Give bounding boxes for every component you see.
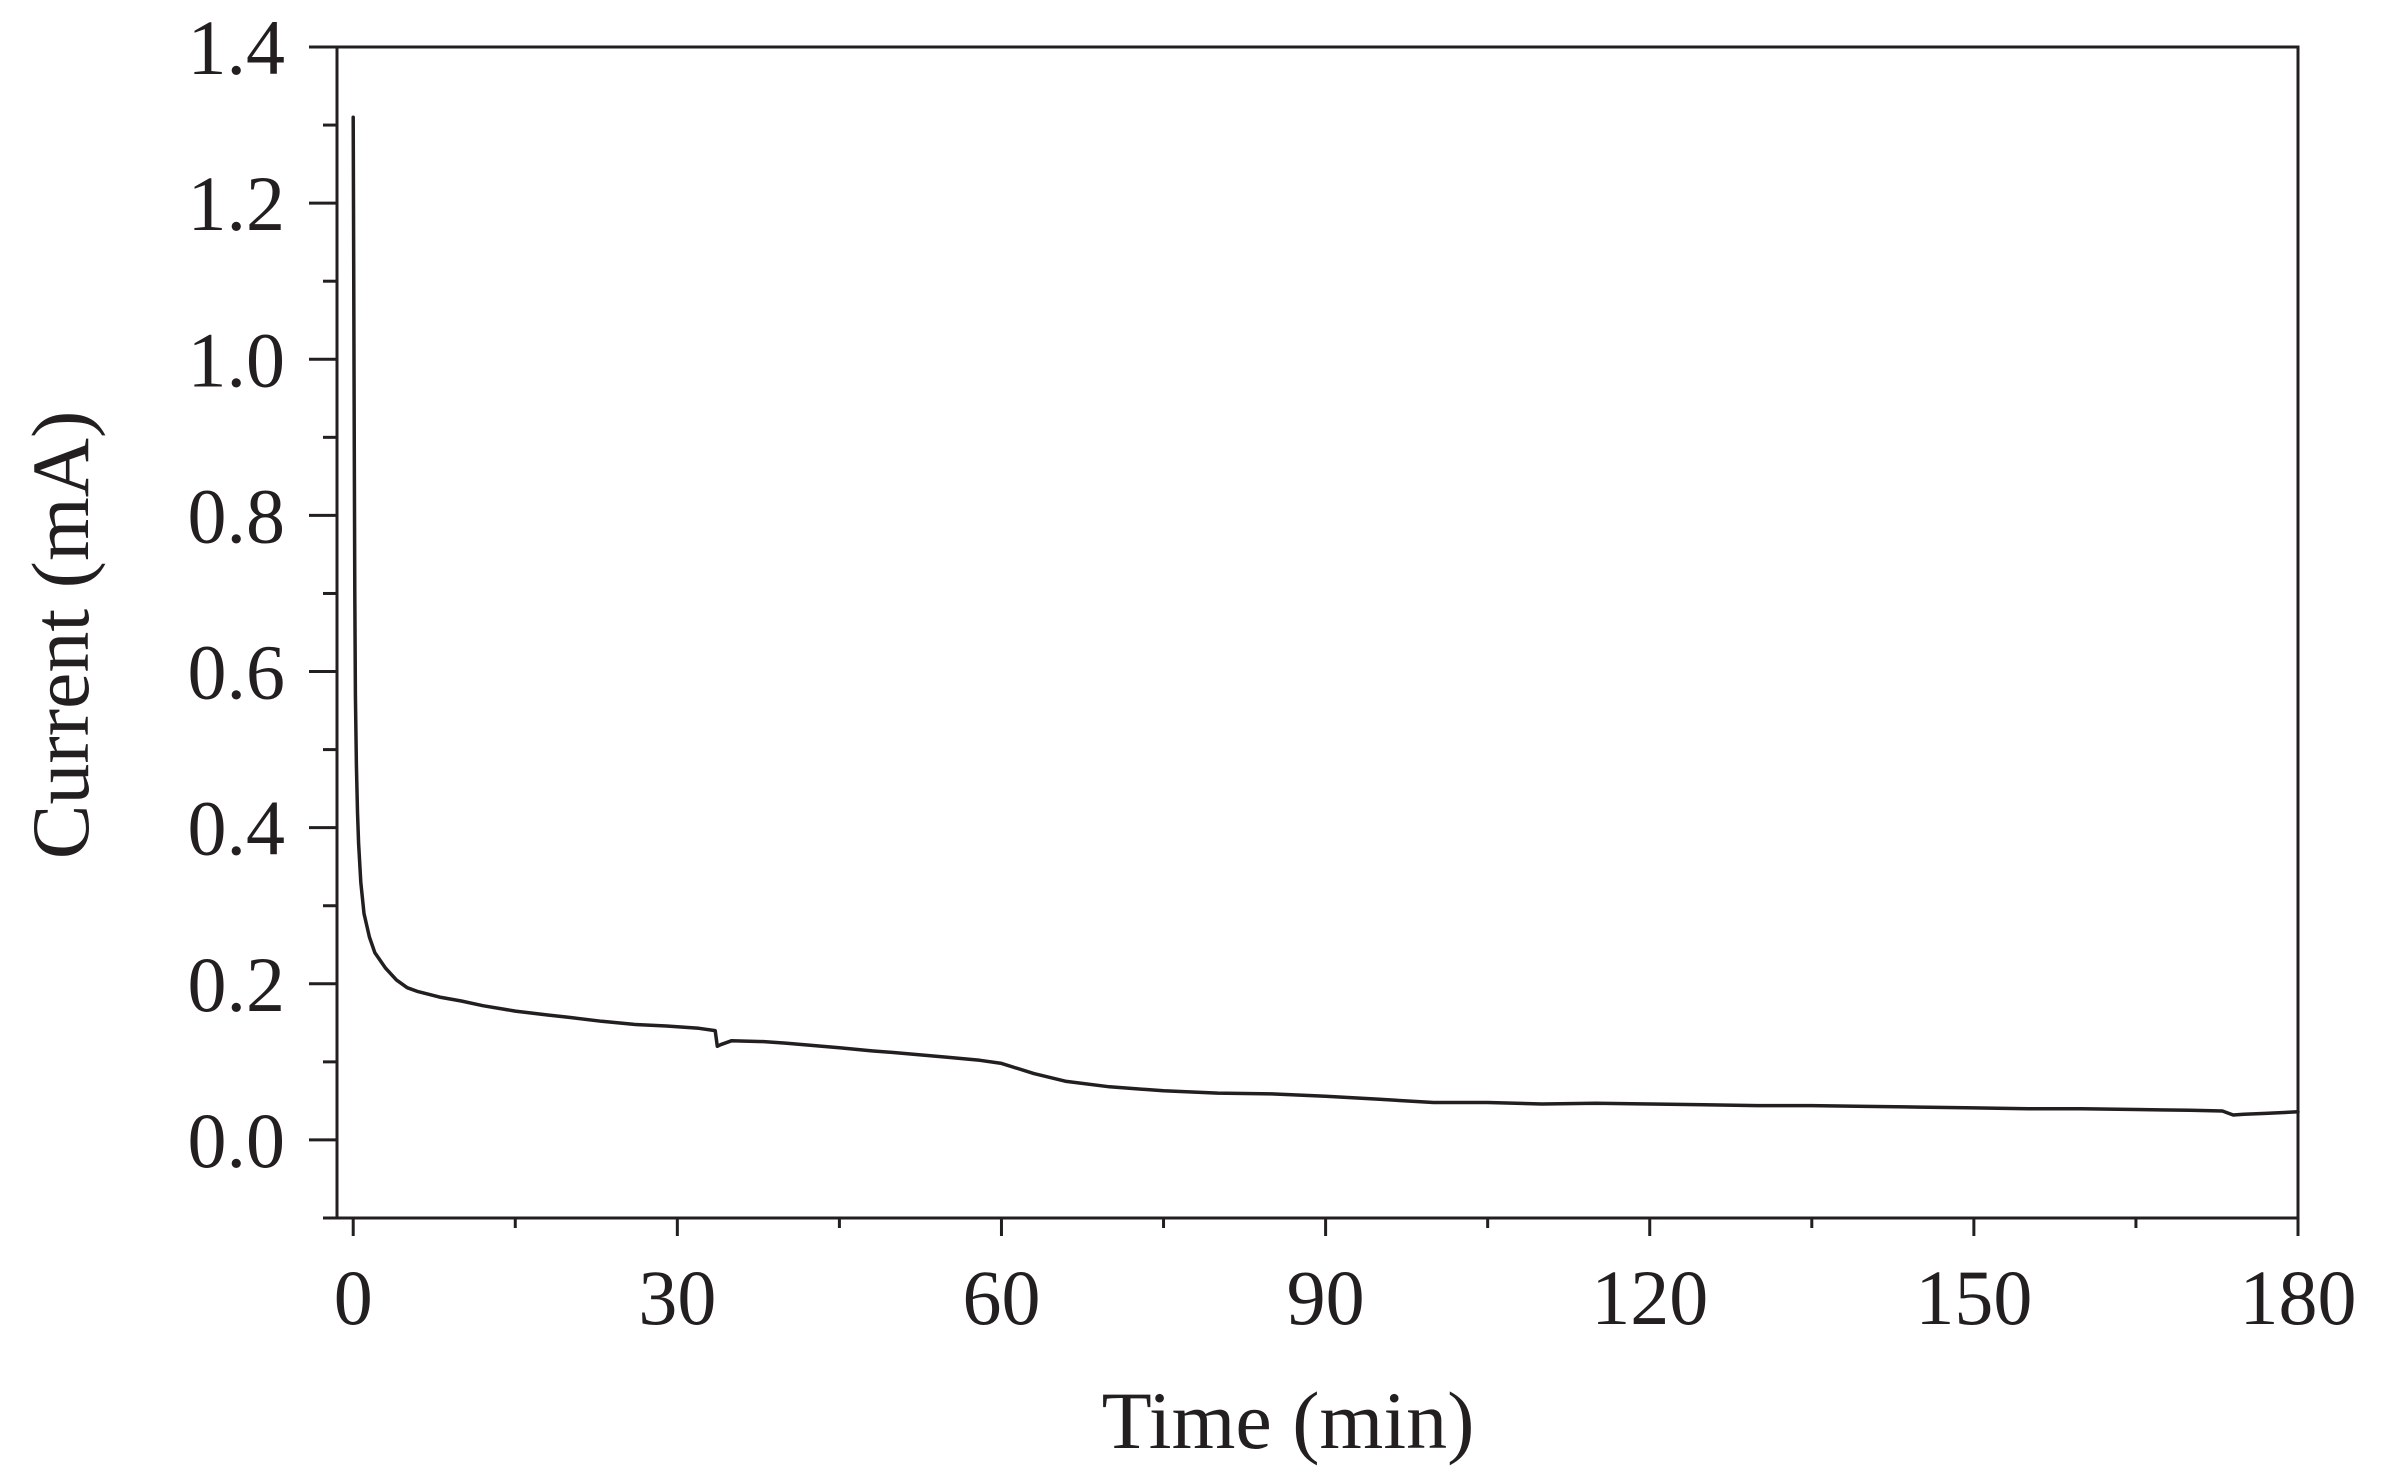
plot-frame — [335, 45, 2300, 1220]
x-axis-ticks — [351, 1218, 2300, 1236]
x-axis-tick-labels: 0 30 60 90 120 150 180 — [334, 1254, 2357, 1341]
x-tick-label: 30 — [638, 1254, 716, 1341]
y-tick-label: 1.2 — [188, 160, 286, 247]
y-tick-label: 0.4 — [188, 785, 286, 872]
x-tick-label: 120 — [1591, 1254, 1708, 1341]
x-tick-label: 150 — [1915, 1254, 2032, 1341]
y-tick-label: 0.8 — [188, 472, 286, 559]
x-axis-label: Time (min) — [1102, 1375, 1475, 1466]
x-minor-ticks — [513, 1218, 2138, 1228]
y-tick-label: 1.4 — [188, 4, 286, 91]
current-series-line — [351, 115, 2300, 1117]
series-layer — [351, 115, 2300, 1117]
x-tick-label: 60 — [962, 1254, 1040, 1341]
y-axis-tick-labels: 0.0 0.2 0.4 0.6 0.8 1.0 1.2 1.4 — [188, 4, 286, 1184]
y-axis-label: Current (mA) — [15, 411, 106, 860]
y-minor-ticks — [323, 123, 337, 1220]
y-tick-label: 0.2 — [188, 941, 286, 1028]
x-tick-label: 180 — [2240, 1254, 2357, 1341]
x-tick-label: 0 — [334, 1254, 373, 1341]
y-axis-ticks — [309, 45, 337, 1142]
y-tick-label: 0.6 — [188, 629, 286, 716]
y-tick-label: 1.0 — [188, 316, 286, 403]
y-tick-label: 0.0 — [188, 1097, 286, 1184]
x-tick-label: 90 — [1287, 1254, 1365, 1341]
